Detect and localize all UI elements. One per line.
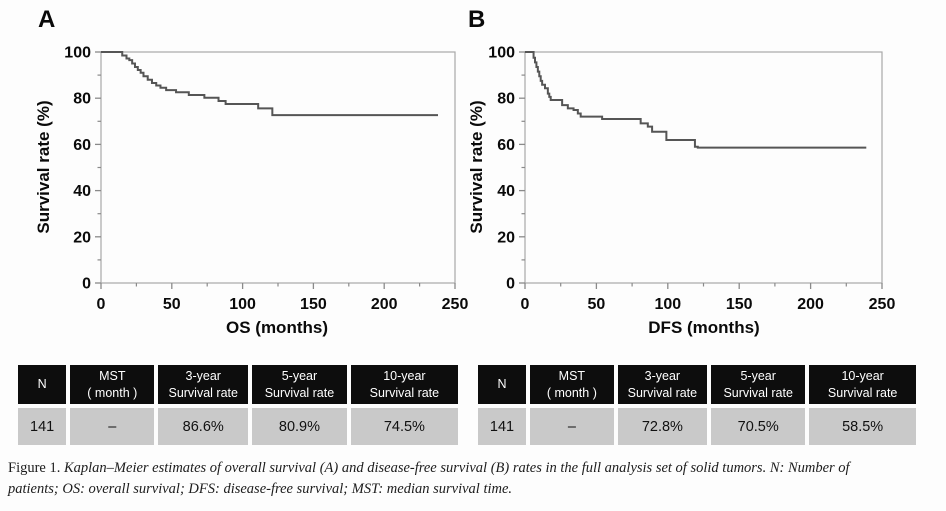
y-tick-label: 60 (73, 137, 91, 154)
table-header-5yr: 5-year Survival rate (252, 365, 347, 404)
x-axis-title-os: OS (months) (226, 318, 328, 337)
table-value-3yr: 86.6% (158, 408, 249, 445)
panel-label-a: A (38, 6, 56, 33)
y-axis-title-dfs: Survival rate (%) (467, 100, 486, 234)
x-tick-label: 250 (869, 296, 896, 313)
table-header-n: N (478, 365, 527, 404)
table-header-mst: MST( month ) (530, 365, 614, 404)
x-tick-label: 50 (588, 296, 606, 313)
x-tick-label: 100 (229, 296, 256, 313)
plot-frame (524, 51, 883, 284)
x-tick-label: 150 (300, 296, 327, 313)
y-tick-label: 80 (73, 91, 91, 108)
table-value-10yr: 74.5% (350, 408, 458, 445)
x-tick-label: 0 (521, 296, 530, 313)
y-tick-label: 20 (73, 229, 91, 246)
table-value-n: 141 (18, 408, 67, 445)
y-tick-label: 80 (497, 91, 515, 108)
table-header-mst: MST( month ) (70, 365, 155, 404)
dfs-summary-table: N MST( month ) 3-year Survival rate 5-yea… (478, 365, 916, 445)
x-axis-title-dfs: DFS (months) (648, 318, 760, 337)
caption-line1: Kaplan–Meier estimates of overall surviv… (63, 460, 850, 476)
figure-caption: Figure 1. Kaplan–Meier estimates of over… (8, 458, 942, 499)
x-tick-label: 250 (442, 296, 469, 313)
y-tick-label: 40 (497, 183, 515, 200)
panel-label-b: B (468, 6, 486, 33)
caption-line2: patients; OS: overall survival; DFS: dis… (8, 480, 513, 497)
table-header-10yr: 10-year Survival rate (809, 365, 916, 404)
km-curve-dfs (525, 51, 867, 149)
x-tick-label: 150 (726, 296, 753, 313)
table-header-5yr: 5-year Survival rate (711, 365, 806, 404)
table-value-10yr: 58.5% (809, 408, 916, 445)
x-tick-label: 100 (654, 296, 681, 313)
table-value-5yr: 70.5% (711, 408, 806, 445)
table-header-3yr: 3-year Survival rate (617, 365, 708, 404)
plot-frame (100, 51, 456, 284)
x-tick-label: 200 (371, 296, 398, 313)
table-value-mst: – (70, 408, 155, 445)
table-value-mst: – (530, 408, 614, 445)
y-tick-label: 100 (488, 45, 515, 62)
caption-figure-number: Figure 1. (8, 460, 64, 476)
table-header-n: N (18, 365, 67, 404)
table-header-10yr: 10-year Survival rate (350, 365, 458, 404)
y-tick-label: 0 (82, 276, 91, 293)
x-tick-label: 200 (797, 296, 824, 313)
table-header-3yr: 3-year Survival rate (158, 365, 249, 404)
y-tick-label: 60 (497, 137, 515, 154)
os-summary-table: N MST( month ) 3-year Survival rate 5-yea… (18, 365, 458, 445)
table-value-5yr: 80.9% (252, 408, 347, 445)
table-value-n: 141 (478, 408, 527, 445)
y-tick-label: 20 (497, 229, 515, 246)
x-tick-label: 50 (163, 296, 181, 313)
km-curve-os (101, 51, 439, 117)
y-tick-label: 100 (64, 45, 91, 62)
y-axis-title-os: Survival rate (%) (34, 100, 53, 234)
table-value-3yr: 72.8% (617, 408, 708, 445)
x-tick-label: 0 (97, 296, 106, 313)
y-tick-label: 0 (506, 276, 515, 293)
y-tick-label: 40 (73, 183, 91, 200)
